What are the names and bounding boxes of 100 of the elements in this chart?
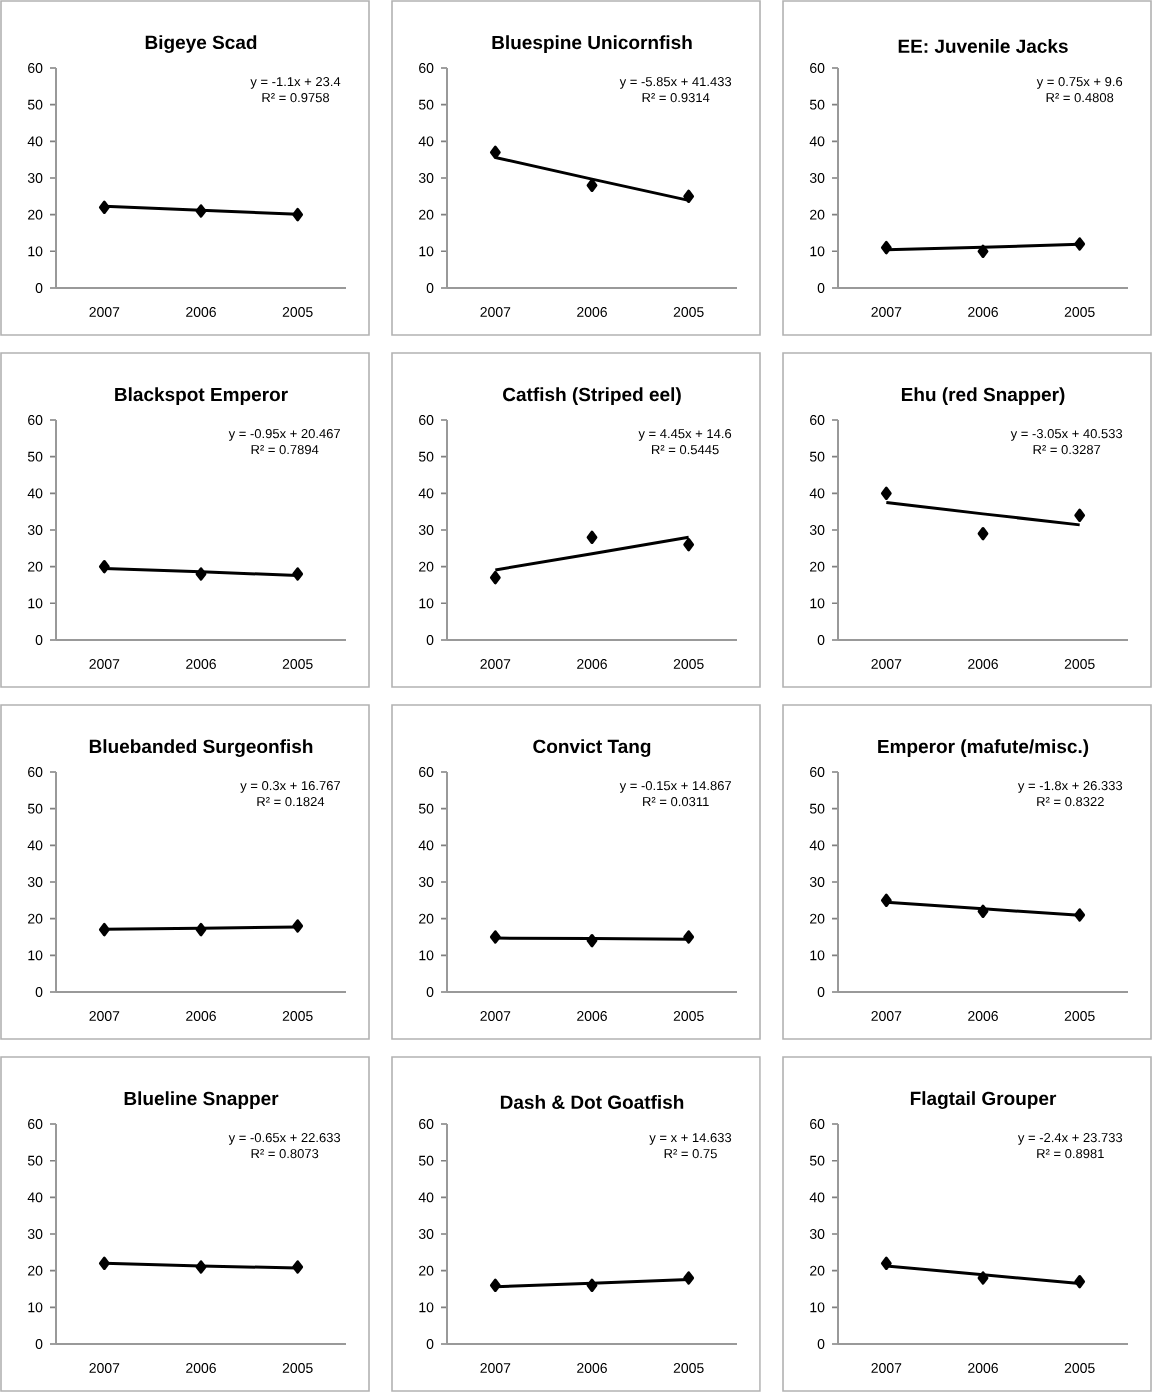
y-tick-label: 50 bbox=[27, 803, 43, 814]
y-tick-label: 0 bbox=[426, 1339, 434, 1349]
y-tick-label: 60 bbox=[28, 63, 43, 73]
y-tick-label: 40 bbox=[27, 840, 43, 851]
x-tick-label: 2005 bbox=[1064, 1011, 1095, 1021]
y-tick-label: 0 bbox=[35, 987, 43, 997]
y-tick-label: 50 bbox=[809, 803, 825, 814]
y-tick-label: 40 bbox=[809, 488, 825, 499]
annotation: y = -1.1x + 23.4 bbox=[250, 77, 341, 89]
chart-title: EE: Juvenile Jacks bbox=[898, 38, 1068, 53]
x-tick-label: 2007 bbox=[89, 659, 120, 669]
y-tick-label: 40 bbox=[27, 1192, 43, 1203]
y-tick-label: 10 bbox=[419, 950, 434, 961]
y-tick-label: 50 bbox=[418, 451, 434, 462]
y-tick-label: 60 bbox=[28, 1119, 43, 1129]
chart-title: Emperor (mafute/misc.) bbox=[878, 739, 1089, 757]
x-tick-label: 2007 bbox=[871, 1363, 902, 1373]
y-tick-label: 30 bbox=[418, 877, 434, 887]
annotation: R² = 0.9758 bbox=[262, 93, 330, 103]
point bbox=[977, 526, 989, 541]
point bbox=[489, 145, 501, 160]
point bbox=[977, 244, 989, 259]
y-tick-label: 20 bbox=[28, 913, 43, 924]
x-tick-label: 2006 bbox=[577, 1011, 607, 1021]
y-tick-label: 10 bbox=[28, 246, 43, 257]
y-tick-label: 60 bbox=[810, 767, 825, 777]
annotation: y = -5.85x + 41.433 bbox=[619, 77, 732, 89]
y-tick-label: 20 bbox=[419, 209, 434, 220]
x-tick-label: 2005 bbox=[282, 307, 313, 317]
y-tick-label: 60 bbox=[810, 415, 825, 425]
annotation: y = x + 14.633 bbox=[649, 1133, 732, 1145]
x-tick-label: 2006 bbox=[968, 307, 998, 317]
y-tick-label: 60 bbox=[419, 767, 434, 777]
y-tick-label: 0 bbox=[426, 283, 434, 293]
annotation: y = 0.3x + 16.767 bbox=[240, 781, 341, 793]
y-tick-label: 0 bbox=[35, 1339, 43, 1349]
annotation: y = 0.75x + 9.6 bbox=[1036, 77, 1123, 89]
x-tick-label: 2007 bbox=[89, 307, 120, 317]
y-tick-label: 40 bbox=[418, 840, 434, 851]
y-tick-label: 30 bbox=[418, 525, 434, 535]
y-tick-label: 20 bbox=[28, 1265, 43, 1276]
x-tick-label: 2006 bbox=[186, 1363, 216, 1373]
chart-title: Blackspot Emperor bbox=[115, 387, 288, 405]
y-tick-label: 20 bbox=[810, 561, 825, 572]
chart-title: Bluespine Unicornfish bbox=[492, 35, 692, 53]
x-tick-label: 2007 bbox=[480, 659, 511, 669]
y-tick-label: 10 bbox=[419, 246, 434, 257]
y-tick-label: 20 bbox=[419, 1265, 434, 1276]
y-tick-label: 10 bbox=[810, 598, 825, 609]
point bbox=[880, 893, 892, 908]
y-tick-label: 60 bbox=[419, 415, 434, 425]
x-tick-label: 2005 bbox=[1064, 1363, 1095, 1373]
y-tick-label: 40 bbox=[418, 488, 434, 499]
y-tick-label: 20 bbox=[810, 209, 825, 220]
x-tick-label: 2006 bbox=[577, 1363, 607, 1373]
y-tick-label: 50 bbox=[27, 1155, 43, 1166]
x-tick-label: 2005 bbox=[282, 1011, 313, 1021]
y-tick-label: 0 bbox=[35, 283, 43, 293]
y-tick-label: 30 bbox=[418, 173, 434, 183]
y-tick-label: 60 bbox=[28, 415, 43, 425]
annotation: y = -0.65x + 22.633 bbox=[228, 1133, 341, 1145]
annotation: R² = 0.3287 bbox=[1033, 445, 1101, 455]
point bbox=[586, 530, 598, 545]
annotation: y = -0.15x + 14.867 bbox=[619, 781, 732, 793]
y-tick-label: 30 bbox=[418, 1229, 434, 1239]
x-tick-label: 2007 bbox=[480, 307, 511, 317]
y-tick-label: 40 bbox=[418, 136, 434, 147]
y-tick-label: 50 bbox=[418, 99, 434, 110]
y-tick-label: 50 bbox=[27, 451, 43, 462]
point bbox=[683, 537, 695, 552]
annotation: R² = 0.8322 bbox=[1037, 797, 1104, 807]
point bbox=[1074, 908, 1086, 922]
chart-title: Convict Tang bbox=[533, 739, 651, 757]
point bbox=[489, 570, 501, 585]
x-tick-label: 2006 bbox=[577, 659, 607, 669]
y-tick-label: 0 bbox=[35, 635, 43, 645]
y-tick-label: 40 bbox=[809, 840, 825, 851]
y-tick-label: 10 bbox=[28, 598, 43, 609]
annotation: R² = 0.5445 bbox=[652, 445, 719, 455]
x-tick-label: 2007 bbox=[480, 1011, 511, 1021]
x-tick-label: 2006 bbox=[186, 1011, 216, 1021]
annotation: R² = 0.4808 bbox=[1046, 93, 1114, 103]
y-tick-label: 10 bbox=[419, 598, 434, 609]
y-tick-label: 20 bbox=[810, 1265, 825, 1276]
y-tick-label: 40 bbox=[27, 488, 43, 499]
y-tick-label: 30 bbox=[809, 173, 825, 183]
y-tick-label: 40 bbox=[809, 1192, 825, 1203]
y-tick-label: 0 bbox=[426, 987, 434, 997]
y-tick-label: 0 bbox=[426, 635, 434, 645]
y-tick-label: 20 bbox=[810, 913, 825, 924]
y-tick-label: 30 bbox=[27, 877, 43, 887]
annotation: R² = 0.8073 bbox=[251, 1149, 319, 1159]
x-tick-label: 2006 bbox=[186, 659, 216, 669]
annotation: R² = 0.75 bbox=[664, 1149, 717, 1159]
point bbox=[977, 904, 989, 919]
y-tick-label: 10 bbox=[28, 1302, 43, 1313]
y-tick-label: 60 bbox=[28, 767, 43, 777]
y-tick-label: 50 bbox=[809, 1155, 825, 1166]
chart-title: Catfish (Striped eel) bbox=[503, 387, 681, 405]
point bbox=[880, 1256, 892, 1271]
